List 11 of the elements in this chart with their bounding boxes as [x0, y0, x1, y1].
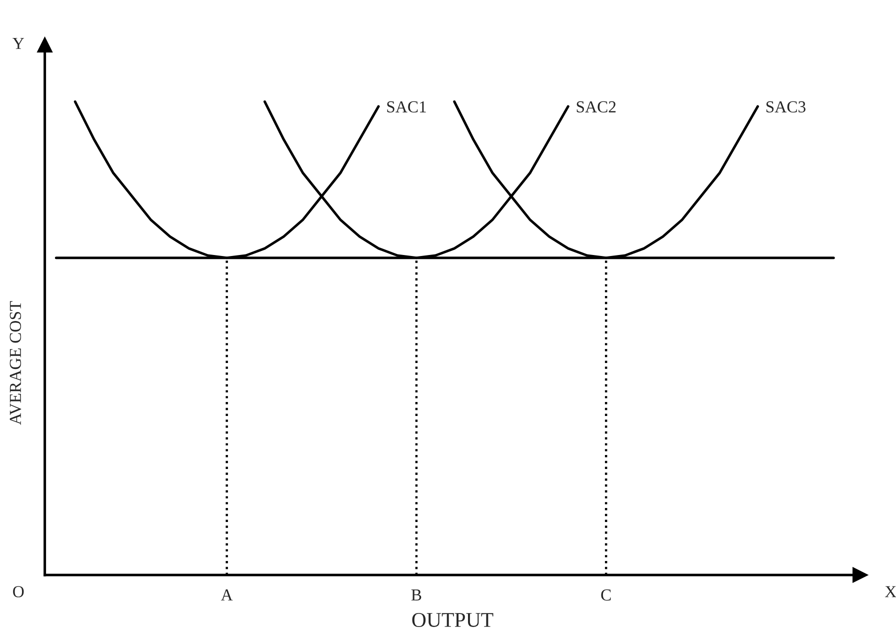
series-label: SAC1: [387, 101, 426, 112]
series-label: SAC3: [766, 101, 806, 112]
x-tick-label: B: [411, 590, 422, 600]
series-label: SAC2: [576, 101, 616, 112]
x-axis-title: OUTPUT: [412, 612, 494, 627]
text: Y: [12, 38, 24, 49]
y-axis-title: AVERAGE COST: [10, 301, 22, 425]
text: O: [13, 586, 24, 598]
x-tick-label: C: [601, 589, 611, 601]
text: X: [884, 586, 896, 598]
x-tick-label: A: [220, 589, 233, 600]
